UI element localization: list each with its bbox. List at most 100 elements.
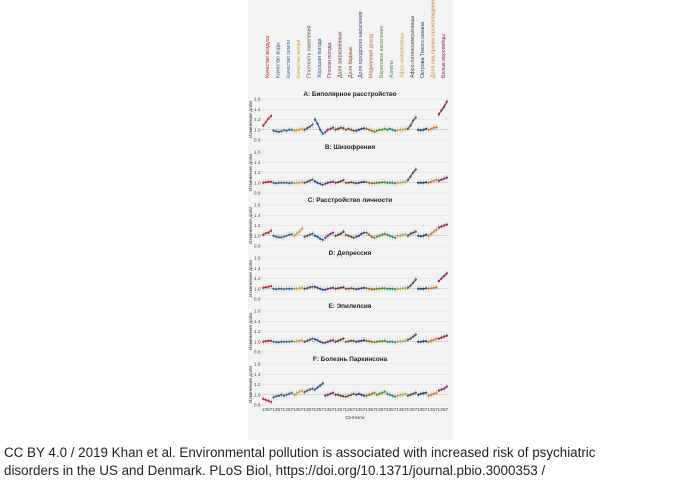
data-point bbox=[357, 128, 360, 131]
data-point bbox=[435, 337, 438, 340]
data-point bbox=[406, 286, 409, 289]
data-point bbox=[352, 392, 355, 395]
data-point bbox=[311, 285, 314, 288]
category-label: Афро-американцы bbox=[400, 32, 406, 78]
data-point bbox=[373, 130, 376, 133]
data-point bbox=[293, 129, 296, 132]
data-point bbox=[440, 388, 443, 391]
data-point bbox=[303, 235, 306, 238]
data-point bbox=[399, 393, 402, 396]
data-point bbox=[295, 287, 298, 290]
x-tick-label: 3 bbox=[440, 407, 443, 413]
series-line bbox=[428, 229, 437, 237]
series-line bbox=[418, 392, 427, 396]
data-point bbox=[298, 339, 301, 342]
y-axis-label: Изменение доли bbox=[248, 366, 254, 403]
data-point bbox=[308, 286, 311, 289]
data-point bbox=[425, 233, 428, 236]
data-point bbox=[350, 181, 353, 184]
x-tick-label: 7 bbox=[301, 407, 304, 413]
chart-panel: F: Болезнь Паркинсона 1.6 1.4 1.2 1.0 0.8Изме… bbox=[248, 356, 448, 409]
data-point bbox=[417, 393, 420, 396]
series-line bbox=[283, 129, 292, 132]
data-point bbox=[311, 123, 314, 126]
data-point bbox=[386, 287, 389, 290]
series-line bbox=[293, 390, 303, 396]
data-point bbox=[401, 128, 404, 131]
data-point bbox=[388, 127, 391, 130]
data-point bbox=[321, 238, 324, 241]
data-point bbox=[383, 287, 386, 290]
data-point bbox=[396, 340, 399, 343]
data-point bbox=[290, 287, 293, 290]
data-point bbox=[308, 179, 311, 182]
data-point bbox=[350, 235, 353, 238]
data-point bbox=[388, 393, 391, 396]
data-point bbox=[311, 337, 314, 340]
data-point bbox=[378, 181, 381, 184]
series-line bbox=[294, 339, 303, 343]
data-point bbox=[311, 178, 314, 181]
y-tick-label: 1.4 bbox=[254, 160, 261, 166]
series-line bbox=[314, 286, 323, 291]
data-point bbox=[342, 395, 345, 398]
data-point bbox=[363, 394, 366, 397]
data-point bbox=[388, 181, 391, 184]
data-point bbox=[381, 233, 384, 236]
y-tick-label: 0.8 bbox=[254, 403, 261, 409]
data-point bbox=[381, 391, 384, 394]
data-point bbox=[316, 181, 319, 184]
series-line bbox=[262, 230, 272, 236]
data-point bbox=[334, 181, 337, 184]
data-point bbox=[313, 234, 316, 237]
data-point bbox=[334, 234, 337, 237]
data-point bbox=[275, 182, 278, 185]
data-point bbox=[282, 394, 285, 397]
data-point bbox=[272, 287, 275, 290]
data-point bbox=[303, 340, 306, 343]
x-tick-label: 3 bbox=[378, 407, 381, 413]
series-line bbox=[335, 394, 344, 397]
x-tick-label: 7 bbox=[414, 407, 417, 413]
data-point bbox=[430, 127, 433, 130]
data-point bbox=[375, 340, 378, 343]
data-point bbox=[347, 287, 350, 290]
data-point bbox=[355, 340, 358, 343]
data-point bbox=[347, 127, 350, 130]
data-point bbox=[406, 179, 409, 182]
category-label: Качество земли bbox=[286, 40, 292, 78]
data-point bbox=[334, 340, 337, 343]
y-tick-label: 1.2 bbox=[254, 382, 261, 388]
data-point bbox=[275, 288, 278, 291]
data-point bbox=[334, 287, 337, 290]
data-point bbox=[337, 393, 340, 396]
data-point bbox=[419, 235, 422, 238]
data-point bbox=[386, 233, 389, 236]
data-point bbox=[324, 394, 327, 397]
data-point bbox=[370, 340, 373, 343]
series-line bbox=[294, 181, 303, 184]
y-tick-label: 1.0 bbox=[254, 392, 261, 398]
data-point bbox=[267, 231, 270, 234]
data-point bbox=[350, 393, 353, 396]
data-point bbox=[267, 285, 270, 288]
series-line bbox=[263, 340, 272, 343]
data-point bbox=[422, 234, 425, 237]
data-point bbox=[264, 340, 267, 343]
y-tick-label: 1.0 bbox=[254, 180, 261, 186]
series-line bbox=[387, 128, 396, 132]
data-point bbox=[368, 287, 371, 290]
series-line bbox=[324, 127, 334, 133]
data-point bbox=[419, 340, 422, 343]
data-point bbox=[435, 126, 438, 129]
series-line bbox=[335, 286, 344, 290]
x-tick-label: 3 bbox=[337, 407, 340, 413]
data-point bbox=[406, 338, 409, 341]
series-line bbox=[283, 392, 292, 397]
data-point bbox=[272, 181, 275, 184]
data-point bbox=[316, 386, 319, 389]
data-point bbox=[373, 288, 376, 291]
series-line bbox=[387, 234, 396, 239]
series-line bbox=[304, 233, 313, 238]
